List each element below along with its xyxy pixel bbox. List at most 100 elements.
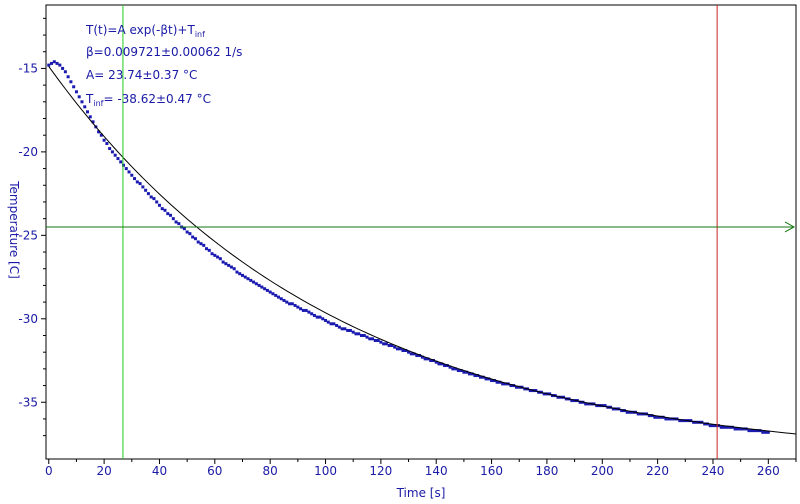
data-point [348,328,352,332]
data-point [155,200,159,204]
data-point [631,410,635,414]
data-point [238,272,242,276]
data-point [296,305,300,309]
data-point [240,273,244,277]
data-point [451,367,455,371]
data-point [476,374,480,378]
data-point [321,317,325,321]
data-point [326,320,330,324]
data-point [437,362,441,366]
cursor-layer[interactable] [46,5,796,459]
data-point [324,318,328,322]
data-point [495,380,499,384]
data-point [196,240,200,244]
data-point [379,340,383,344]
data-point [365,335,369,339]
data-point [664,417,668,421]
data-point [514,385,518,389]
y-tick-label: -25 [18,228,38,242]
data-point [108,147,112,151]
data-point [420,355,424,359]
data-point [80,100,84,104]
data-point [97,130,101,134]
x-tick-label: 140 [425,464,448,478]
data-point [133,177,137,181]
data-point [246,277,250,281]
data-point [254,282,258,286]
model-equation-main: T(t)=A exp(-βt)+T [85,23,195,37]
data-point [484,377,488,381]
data-point [357,332,361,336]
data-point [290,302,294,306]
data-point [88,115,92,119]
data-point [55,61,59,65]
plot-frame [45,4,797,460]
data-point [479,375,483,379]
data-point [570,399,574,403]
data-point [373,338,377,342]
data-point [470,372,474,376]
data-point [329,322,333,326]
data-point [733,427,737,431]
data-point [750,429,754,433]
x-tick-label: 260 [757,464,780,478]
data-point [265,288,269,292]
data-point [307,310,311,314]
data-point [127,170,131,174]
data-point [481,375,485,379]
data-point [578,400,582,404]
tinf-rest: = -38.62±0.47 °C [103,92,211,106]
data-point [418,354,422,358]
data-point [462,370,466,374]
data-point [160,207,164,211]
data-point [434,360,438,364]
data-point [318,315,322,319]
data-point [584,402,588,406]
data-point [91,120,95,124]
data-point [274,293,278,297]
data-point [144,188,148,192]
data-point [503,382,507,386]
data-point [218,257,222,261]
data-point [61,66,65,70]
data-point [390,344,394,347]
cursor-arrow-icon[interactable] [784,221,796,233]
data-point [382,342,386,346]
data-point [398,347,402,351]
data-point [473,374,477,378]
data-point [755,429,759,433]
data-point [52,60,56,64]
data-point [105,142,109,146]
data-point [202,243,206,247]
x-tick-label: 200 [591,464,614,478]
data-point [268,290,272,294]
data-point [362,333,366,337]
x-tick-label: 180 [535,464,558,478]
data-point [119,160,123,164]
data-point [443,364,447,368]
data-point [650,414,654,418]
data-point [166,212,170,216]
data-point [426,357,430,361]
data-point [487,377,491,381]
data-point [359,333,363,337]
data-point [141,185,145,189]
y-axis-label: Temperature [C] [7,180,21,279]
data-point [340,327,344,331]
data-point [74,90,78,94]
data-point [332,322,336,326]
data-point [216,255,220,259]
data-point [315,315,319,319]
data-point [725,425,729,429]
data-point [454,367,458,371]
data-point [404,349,408,353]
data-point [169,213,173,217]
data-point [229,265,233,269]
data-point [110,150,114,154]
data-point [730,425,734,429]
data-point [393,345,397,349]
data-point [368,337,372,341]
y-tick-label: -30 [18,312,38,326]
data-point [354,332,358,336]
